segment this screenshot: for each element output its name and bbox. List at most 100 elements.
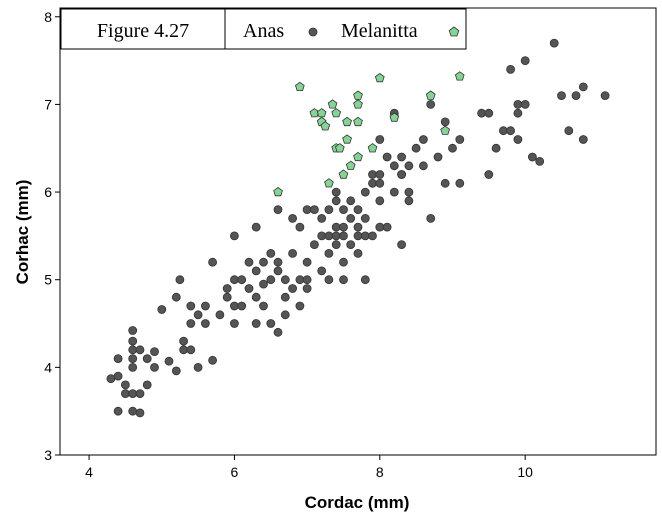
data-point-anas	[280, 275, 290, 285]
data-point-anas	[280, 310, 290, 320]
data-point-anas	[353, 222, 363, 232]
data-point-anas	[528, 152, 537, 162]
data-point-anas	[179, 336, 189, 346]
data-point-anas	[411, 143, 421, 153]
y-tick-label: 4	[44, 359, 52, 375]
data-point-anas	[229, 231, 239, 241]
y-tick-label: 5	[44, 272, 52, 288]
legend-marker-anas	[308, 27, 318, 37]
data-point-anas	[208, 355, 218, 365]
data-point-anas	[273, 266, 283, 276]
data-point-anas	[186, 301, 196, 311]
legend-label-anas: Anas	[243, 20, 284, 42]
data-point-anas	[389, 187, 399, 197]
data-point-anas	[237, 301, 247, 311]
data-point-melanitta	[295, 81, 305, 91]
data-point-anas	[484, 108, 494, 118]
data-point-anas	[113, 371, 123, 381]
x-tick-label: 4	[85, 464, 93, 480]
data-point-anas	[128, 406, 138, 416]
data-point-anas	[175, 275, 185, 285]
data-point-anas	[193, 310, 203, 320]
data-point-anas	[288, 248, 298, 258]
data-point-anas	[353, 205, 363, 215]
data-point-anas	[266, 248, 276, 258]
data-point-anas	[251, 222, 261, 232]
data-point-anas	[520, 56, 530, 65]
data-point-anas	[339, 205, 348, 215]
data-point-anas	[513, 135, 523, 144]
data-point-anas	[368, 178, 377, 188]
data-point-melanitta	[345, 160, 356, 170]
data-point-anas	[186, 319, 196, 328]
data-point-anas	[339, 231, 348, 241]
x-axis-ticks: 4 6 8 10	[85, 455, 533, 480]
data-point-anas	[339, 275, 348, 285]
data-point-anas	[128, 354, 138, 364]
data-point-melanitta	[331, 108, 342, 118]
data-point-anas	[557, 91, 566, 100]
data-point-melanitta	[367, 143, 378, 153]
data-point-anas	[404, 196, 414, 206]
data-point-anas	[113, 354, 123, 364]
data-point-anas	[317, 266, 327, 276]
data-point-anas	[171, 366, 181, 376]
y-axis-ticks: 3 4 5 6 7 8	[44, 9, 60, 463]
data-point-melanitta	[374, 73, 385, 83]
data-point-anas	[135, 408, 145, 418]
data-point-anas	[331, 187, 341, 197]
data-point-anas	[564, 126, 574, 136]
data-point-anas	[251, 292, 261, 302]
data-point-anas	[353, 231, 363, 241]
series-melanitta	[273, 71, 465, 197]
data-point-anas	[302, 205, 312, 215]
data-point-anas	[578, 82, 588, 92]
data-point-anas	[128, 345, 138, 355]
data-point-anas	[128, 389, 138, 399]
x-axis-label: Cordac (mm)	[305, 493, 410, 512]
data-point-anas	[455, 135, 465, 144]
data-point-anas	[339, 222, 348, 232]
data-point-anas	[324, 248, 334, 258]
data-point-anas	[491, 143, 501, 153]
data-point-anas	[288, 213, 298, 223]
data-point-anas	[426, 100, 436, 109]
data-point-anas	[273, 327, 283, 337]
data-point-anas	[237, 275, 247, 285]
x-tick-label: 10	[517, 464, 533, 480]
data-point-anas	[353, 248, 363, 258]
data-point-anas	[324, 205, 334, 215]
data-point-anas	[360, 187, 370, 197]
data-point-anas	[382, 222, 392, 232]
data-point-anas	[222, 292, 232, 302]
data-point-anas	[426, 213, 436, 223]
data-point-melanitta	[454, 71, 465, 81]
data-point-anas	[360, 213, 370, 223]
data-point-anas	[142, 380, 152, 390]
data-point-anas	[368, 231, 377, 241]
data-point-anas	[128, 326, 138, 335]
data-point-anas	[331, 240, 341, 250]
data-point-anas	[150, 347, 159, 357]
data-point-anas	[389, 161, 399, 171]
y-tick-label: 8	[44, 9, 52, 25]
data-point-anas	[360, 231, 370, 241]
data-point-anas	[571, 91, 581, 100]
data-point-anas	[375, 222, 385, 232]
data-point-anas	[397, 240, 407, 250]
data-point-anas	[375, 178, 385, 188]
data-point-anas	[375, 135, 385, 144]
data-point-anas	[295, 222, 305, 232]
data-point-anas	[193, 362, 203, 372]
data-point-anas	[106, 374, 116, 384]
data-point-anas	[259, 257, 268, 267]
data-point-anas	[331, 222, 341, 232]
data-point-anas	[135, 389, 145, 399]
data-point-anas	[368, 170, 377, 179]
series-anas	[106, 38, 610, 418]
data-point-anas	[324, 231, 334, 241]
data-point-anas	[578, 135, 588, 144]
data-point-anas	[186, 345, 196, 355]
data-point-anas	[455, 178, 465, 188]
